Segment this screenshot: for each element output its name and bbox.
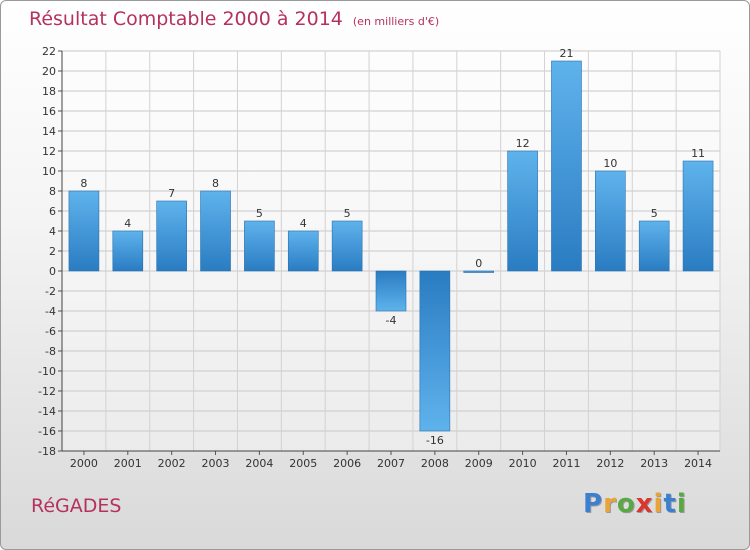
bar-2006 [331,220,363,272]
bar-2000 [68,190,100,272]
data-label-2009: 0 [475,257,482,270]
proxiti-logo: Proxiti [583,489,687,519]
y-tick-label: 12 [42,145,56,158]
data-label-2010: 12 [516,137,530,150]
bar-2005 [287,230,319,272]
data-label-2013: 5 [651,207,658,220]
y-tick-label: -6 [45,325,56,338]
y-tick-label: 4 [49,225,56,238]
logo-letter: r [603,489,617,519]
y-tick-label: 20 [42,65,56,78]
x-tick-label-2000: 2000 [70,457,98,470]
data-label-2001: 4 [124,217,131,230]
data-label-2008: -16 [426,434,444,447]
bar-2011 [551,60,582,272]
x-tick-label-2010: 2010 [509,457,537,470]
logo-letter: t [663,489,677,519]
bar-2001 [112,230,144,272]
y-tick-label: 22 [42,45,56,58]
bar-2013 [638,220,670,272]
x-tick-label-2005: 2005 [289,457,317,470]
data-label-2003: 8 [212,177,219,190]
x-tick-label-2014: 2014 [684,457,712,470]
logo-letter: i [676,489,687,519]
x-tick-label-2002: 2002 [158,457,186,470]
data-label-2004: 5 [256,207,263,220]
x-tick-label-2001: 2001 [114,457,142,470]
data-label-2005: 4 [300,217,307,230]
y-tick-label: -16 [38,425,56,438]
y-tick-label: 2 [49,245,56,258]
bar-2002 [156,200,187,272]
logo-letter: o [616,489,636,519]
x-tick-label-2012: 2012 [596,457,624,470]
chart-title-text: Résultat Comptable 2000 à 2014 [29,8,343,30]
y-tick-label: 16 [42,105,56,118]
y-tick-label: 18 [42,85,56,98]
logo-letter: i [653,489,664,519]
bar-2012 [595,170,626,272]
y-tick-label: 14 [42,125,56,138]
x-tick-label-2004: 2004 [245,457,273,470]
x-tick-label-2008: 2008 [421,457,449,470]
logo-letter: P [583,489,604,519]
bar-2004 [244,220,275,272]
data-label-2011: 21 [559,47,573,60]
x-tick-label-2006: 2006 [333,457,361,470]
x-tick-label-2003: 2003 [202,457,230,470]
data-label-2012: 10 [603,157,617,170]
y-tick-label: -4 [45,305,56,318]
y-tick-label: -10 [38,365,56,378]
bar-2009 [463,270,495,273]
y-tick-label: -2 [45,285,56,298]
commune-name: RéGADES [31,495,122,517]
bar-2014 [682,160,714,272]
chart-subtitle: (en milliers d'€) [352,15,440,28]
x-tick-label-2011: 2011 [552,457,580,470]
y-tick-label: 10 [42,165,56,178]
x-tick-label-2007: 2007 [377,457,405,470]
y-tick-label: -8 [45,345,56,358]
y-tick-label: -14 [38,405,56,418]
data-label-2002: 7 [168,187,175,200]
bar-2008 [419,270,451,432]
y-tick-label: 8 [49,185,56,198]
data-label-2014: 11 [691,147,705,160]
logo-letter: x [635,489,654,519]
y-tick-label: 6 [49,205,56,218]
data-label-2007: -4 [386,314,397,327]
data-label-2000: 8 [80,177,87,190]
bar-2007 [375,270,407,312]
x-tick-label-2013: 2013 [640,457,668,470]
chart-title: Résultat Comptable 2000 à 2014 (en millie… [29,8,439,30]
bar-2003 [200,190,231,272]
x-tick-label-2009: 2009 [465,457,493,470]
bar-2010 [507,150,538,272]
data-label-2006: 5 [344,207,351,220]
y-tick-label: -12 [38,385,56,398]
y-tick-label: -18 [38,445,56,458]
y-tick-label: 0 [49,265,56,278]
